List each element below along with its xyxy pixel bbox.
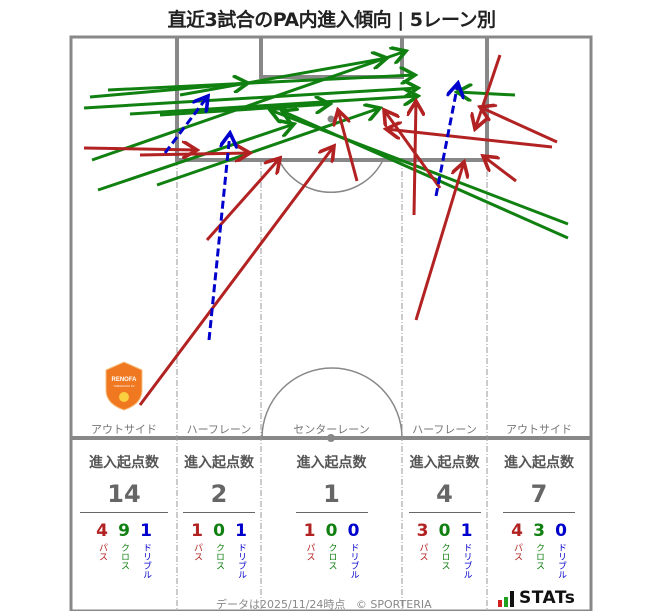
cross-arrows xyxy=(83,51,569,240)
lane-dividers xyxy=(176,160,488,611)
cross-count: 0 xyxy=(213,521,225,541)
stat-divider xyxy=(80,512,168,513)
stats-logo: STATs xyxy=(498,589,575,607)
lane-label-center: センターレーン xyxy=(293,423,370,436)
dribble-count: 1 xyxy=(140,521,152,541)
logo-bar-black-icon xyxy=(510,591,514,607)
copyright: © SPORTERIA xyxy=(355,598,432,611)
stat-total: 7 xyxy=(530,480,548,508)
stat-header: 進入起点数 xyxy=(504,455,574,471)
cross-label: クロス xyxy=(439,543,450,570)
pass-count: 1 xyxy=(191,521,203,541)
dribble-label: ドリブル xyxy=(236,543,246,579)
dribble-arrows xyxy=(163,83,458,341)
cross-count: 9 xyxy=(118,521,130,541)
dribble-count: 0 xyxy=(347,521,360,541)
pass-label: パス xyxy=(304,543,315,561)
cross-count: 0 xyxy=(325,521,338,541)
lane-stats-right-half: 進入起点数 4 3 パス 0 クロス 1 ドリブル xyxy=(402,452,487,579)
center-circle xyxy=(261,367,403,439)
pass-count: 4 xyxy=(511,521,523,541)
logo-text: STATs xyxy=(519,588,576,608)
logo-bar-red-icon xyxy=(498,600,502,607)
lane-stats-left-outside: 進入起点数 14 4 パス 9 クロス 1 ドリブル xyxy=(71,452,177,579)
dribble-count: 0 xyxy=(555,521,567,541)
stat-divider xyxy=(408,512,481,513)
cross-count: 0 xyxy=(438,521,451,541)
pass-count: 1 xyxy=(303,521,316,541)
lane-stats-left-half: 進入起点数 2 1 パス 0 クロス 1 ドリブル xyxy=(177,452,261,579)
lane-label-right-half: ハーフレーン xyxy=(412,423,477,436)
svg-text:YAMAGUCHI FC: YAMAGUCHI FC xyxy=(113,384,134,388)
cross-count: 3 xyxy=(533,521,545,541)
pitch-border xyxy=(69,35,593,611)
stat-total: 2 xyxy=(210,480,228,508)
lane-label-left-half: ハーフレーン xyxy=(186,423,252,436)
lane-stats-right-outside: 進入起点数 7 4 パス 3 クロス 0 ドリブル xyxy=(487,452,591,579)
svg-text:RENOFA: RENOFA xyxy=(111,377,137,383)
cross-label: クロス xyxy=(326,543,337,570)
stat-divider xyxy=(295,512,368,513)
stat-divider xyxy=(503,512,575,513)
pass-label: パス xyxy=(512,543,522,561)
stat-header: 進入起点数 xyxy=(409,455,480,471)
center-spot xyxy=(327,434,335,442)
footer-note: データは2025/11/24時点 © SPORTERIA xyxy=(216,596,432,612)
cross-label: クロス xyxy=(214,543,224,570)
dribble-count: 1 xyxy=(460,521,473,541)
stat-header: 進入起点数 xyxy=(296,455,367,471)
pass-label: パス xyxy=(97,543,107,561)
dribble-label: ドリブル xyxy=(141,543,151,579)
stat-total: 1 xyxy=(323,480,340,508)
data-date: データは2025/11/24時点 xyxy=(216,598,346,611)
penalty-spot xyxy=(327,115,335,123)
cross-label: クロス xyxy=(119,543,129,570)
logo-bar-green-icon xyxy=(504,597,508,607)
lane-label-right-outside: アウトサイド xyxy=(506,423,572,436)
dribble-label: ドリブル xyxy=(556,543,566,579)
pass-count: 3 xyxy=(416,521,429,541)
lane-label-left-outside: アウトサイド xyxy=(91,423,157,436)
stat-header: 進入起点数 xyxy=(184,455,254,471)
penalty-arc xyxy=(278,159,384,193)
stat-total: 14 xyxy=(107,480,141,508)
pass-label: パス xyxy=(417,543,428,561)
pass-count: 4 xyxy=(96,521,108,541)
dribble-label: ドリブル xyxy=(348,543,359,579)
pass-label: パス xyxy=(192,543,202,561)
dribble-count: 1 xyxy=(235,521,247,541)
stat-divider xyxy=(183,512,255,513)
team-badge-icon: RENOFA YAMAGUCHI FC xyxy=(105,361,143,411)
lane-stats-center: 進入起点数 1 1 パス 0 クロス 0 ドリブル xyxy=(261,452,402,579)
stat-total: 4 xyxy=(436,480,453,508)
cross-label: クロス xyxy=(534,543,544,570)
dribble-label: ドリブル xyxy=(461,543,472,579)
chart-title: 直近3試合のPA内進入傾向 | 5レーン別 xyxy=(167,9,496,31)
goal-area xyxy=(259,37,404,79)
stat-header: 進入起点数 xyxy=(89,455,159,471)
